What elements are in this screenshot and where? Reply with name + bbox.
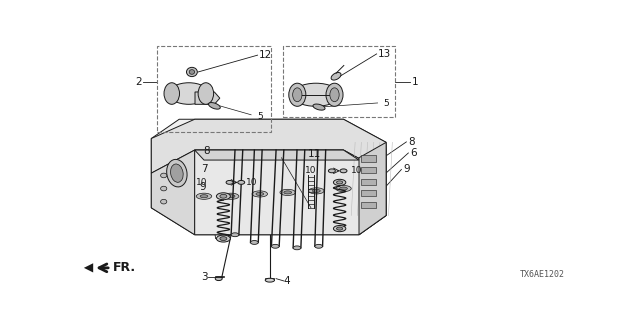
Polygon shape [84, 263, 93, 273]
Text: 11: 11 [308, 149, 321, 159]
Polygon shape [151, 150, 195, 235]
Text: 8: 8 [408, 137, 415, 147]
Ellipse shape [284, 191, 292, 194]
Text: 10: 10 [196, 178, 208, 187]
Bar [360, 156, 376, 162]
Ellipse shape [220, 194, 227, 198]
Bar [360, 179, 376, 185]
Ellipse shape [200, 195, 208, 198]
Ellipse shape [164, 83, 179, 104]
Ellipse shape [161, 186, 167, 191]
Ellipse shape [293, 246, 301, 250]
Text: 10: 10 [246, 178, 257, 187]
Text: 8: 8 [204, 146, 210, 156]
Ellipse shape [326, 83, 343, 106]
Ellipse shape [166, 159, 187, 187]
Text: 10: 10 [305, 166, 316, 175]
Ellipse shape [237, 180, 244, 184]
Ellipse shape [223, 193, 239, 199]
Ellipse shape [169, 83, 209, 104]
Ellipse shape [161, 199, 167, 204]
Ellipse shape [333, 226, 346, 232]
Ellipse shape [216, 193, 230, 200]
Ellipse shape [265, 278, 275, 282]
Ellipse shape [313, 104, 325, 110]
Text: 2: 2 [136, 76, 142, 86]
Text: 12: 12 [259, 50, 272, 60]
Ellipse shape [292, 88, 302, 102]
Text: 6: 6 [410, 148, 417, 158]
Bar [284, 46, 395, 117]
Ellipse shape [189, 70, 195, 74]
Ellipse shape [337, 181, 343, 184]
Ellipse shape [215, 277, 222, 281]
Polygon shape [195, 150, 386, 235]
Ellipse shape [186, 67, 197, 76]
Text: 5: 5 [383, 99, 389, 108]
Bar [157, 46, 271, 132]
Ellipse shape [308, 188, 324, 194]
Polygon shape [151, 119, 386, 235]
Ellipse shape [292, 83, 340, 106]
Polygon shape [195, 92, 220, 104]
Polygon shape [359, 142, 386, 235]
Ellipse shape [161, 173, 167, 178]
Ellipse shape [220, 237, 227, 241]
Ellipse shape [170, 164, 183, 182]
Ellipse shape [337, 227, 343, 230]
Text: 9: 9 [403, 164, 410, 174]
Ellipse shape [250, 241, 259, 244]
Text: 10: 10 [351, 166, 362, 175]
Text: 1: 1 [412, 76, 418, 86]
Ellipse shape [196, 193, 212, 199]
Ellipse shape [330, 88, 339, 102]
Ellipse shape [231, 233, 239, 237]
Ellipse shape [198, 83, 214, 104]
Ellipse shape [328, 169, 335, 173]
Bar [360, 167, 376, 173]
Text: 4: 4 [284, 276, 291, 286]
Bar [360, 202, 376, 208]
Ellipse shape [289, 83, 306, 106]
Ellipse shape [336, 186, 351, 192]
Ellipse shape [331, 73, 341, 80]
Ellipse shape [315, 244, 323, 248]
Text: FR.: FR. [113, 261, 136, 274]
Ellipse shape [227, 195, 235, 198]
Ellipse shape [256, 192, 264, 196]
Ellipse shape [280, 189, 296, 196]
Text: 9: 9 [200, 182, 207, 192]
Ellipse shape [216, 235, 230, 242]
Bar [360, 190, 376, 196]
Text: TX6AE1202: TX6AE1202 [520, 270, 564, 279]
Ellipse shape [340, 169, 347, 173]
Ellipse shape [312, 189, 320, 192]
Text: 3: 3 [201, 272, 208, 282]
Ellipse shape [252, 191, 268, 197]
Polygon shape [195, 150, 359, 160]
Ellipse shape [333, 179, 346, 186]
Ellipse shape [271, 244, 279, 248]
Ellipse shape [340, 187, 348, 190]
Polygon shape [151, 119, 386, 173]
Text: 13: 13 [378, 49, 391, 59]
Ellipse shape [209, 102, 220, 109]
Ellipse shape [226, 180, 233, 184]
Text: 5: 5 [257, 111, 263, 121]
Text: 7: 7 [202, 164, 208, 174]
